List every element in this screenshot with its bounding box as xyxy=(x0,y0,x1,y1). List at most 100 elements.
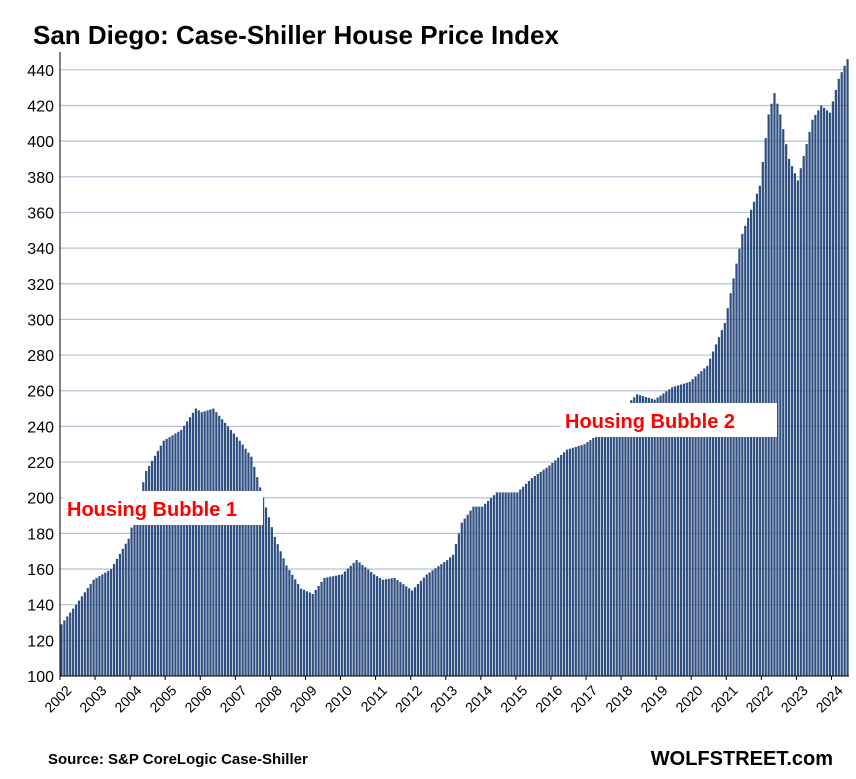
bar xyxy=(548,465,551,676)
bar xyxy=(89,583,92,676)
bar xyxy=(735,263,738,676)
bar xyxy=(636,394,639,676)
bar xyxy=(507,492,510,676)
bar xyxy=(668,389,671,676)
bar xyxy=(92,579,95,676)
bar xyxy=(370,572,373,676)
bar xyxy=(332,576,335,676)
bar xyxy=(145,470,148,676)
bar xyxy=(343,571,347,676)
bar xyxy=(586,442,589,676)
bar xyxy=(641,396,645,676)
bar xyxy=(165,438,168,676)
bar xyxy=(679,384,683,676)
bar xyxy=(186,421,189,676)
bar xyxy=(156,450,159,676)
bar xyxy=(247,452,250,676)
bar xyxy=(150,460,154,676)
bar xyxy=(554,460,557,676)
y-tick-label: 280 xyxy=(27,348,54,365)
bar xyxy=(688,381,691,676)
bar xyxy=(387,578,390,676)
bar xyxy=(481,506,484,676)
bar xyxy=(130,527,133,676)
bar xyxy=(232,433,235,676)
bar xyxy=(101,574,104,676)
bar xyxy=(285,565,288,676)
bar xyxy=(825,110,829,677)
bar xyxy=(384,579,387,676)
bar xyxy=(717,337,721,676)
bar xyxy=(484,503,487,676)
y-tick-label: 420 xyxy=(27,98,54,115)
bar xyxy=(598,433,601,676)
bar xyxy=(530,478,534,676)
y-tick-label: 160 xyxy=(27,562,54,579)
bar xyxy=(785,144,788,677)
chart-title: San Diego: Case-Shiller House Price Inde… xyxy=(33,20,559,50)
bar xyxy=(77,600,81,676)
bar xyxy=(633,397,636,676)
bar xyxy=(814,114,817,677)
bar xyxy=(83,592,86,676)
x-axis-ticks: 2002 2003 2004 2005 2006 2007 2008 2009 2010 2011… xyxy=(41,676,846,716)
bar xyxy=(487,500,490,676)
bar xyxy=(697,373,700,676)
source-note: Source: S&P CoreLogic Case-Shiller xyxy=(48,751,308,768)
bar xyxy=(831,101,835,676)
bar xyxy=(212,408,215,676)
bar xyxy=(846,59,849,676)
bar xyxy=(560,454,563,676)
bar xyxy=(335,575,338,676)
bar xyxy=(729,293,732,676)
bar xyxy=(557,457,560,676)
bar xyxy=(171,435,174,676)
bar xyxy=(469,510,472,676)
bar xyxy=(346,568,349,676)
bar xyxy=(107,570,110,676)
bar xyxy=(443,562,446,676)
bar xyxy=(653,399,656,676)
bar xyxy=(302,589,306,676)
bar xyxy=(305,591,309,676)
bar xyxy=(69,612,72,676)
bar xyxy=(393,577,396,676)
bar xyxy=(472,506,475,676)
bars xyxy=(60,59,849,677)
bar xyxy=(551,462,554,676)
bar xyxy=(712,351,715,676)
bar xyxy=(495,492,498,676)
bar xyxy=(600,431,604,676)
bar xyxy=(224,422,227,676)
x-tick-label: 2005 xyxy=(146,682,179,715)
bar xyxy=(738,248,741,676)
bar xyxy=(773,93,776,676)
bar xyxy=(650,398,653,676)
bar xyxy=(723,322,726,676)
bar xyxy=(466,514,469,676)
bar xyxy=(463,518,466,676)
annotations: Housing Bubble 1 Housing Bubble 2 xyxy=(63,403,777,525)
bar xyxy=(86,588,89,676)
bar xyxy=(399,582,402,676)
y-tick-label: 200 xyxy=(27,491,54,508)
bar xyxy=(516,492,519,676)
bar xyxy=(422,577,425,676)
bar xyxy=(714,344,718,676)
bar xyxy=(218,415,221,676)
bar xyxy=(475,506,478,676)
bar xyxy=(644,396,648,676)
bar xyxy=(378,577,382,676)
bar xyxy=(823,107,826,677)
bar xyxy=(583,444,586,676)
bar xyxy=(612,418,615,676)
bar xyxy=(706,365,709,676)
bar xyxy=(574,446,577,676)
bar xyxy=(136,504,139,676)
bar xyxy=(501,492,504,676)
bar xyxy=(796,180,799,676)
bar xyxy=(180,429,183,676)
x-tick-label: 2016 xyxy=(532,682,565,715)
bar xyxy=(288,570,291,676)
y-tick-label: 220 xyxy=(27,455,54,472)
